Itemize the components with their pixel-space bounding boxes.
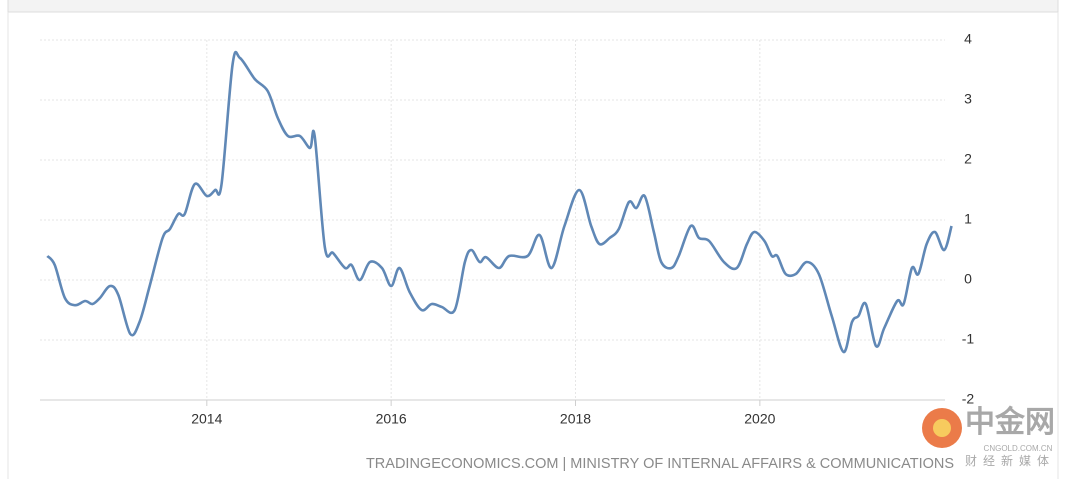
y-tick-label: 2 [964,151,972,167]
x-tick-label: 2020 [744,411,775,427]
top-bar [7,0,1059,13]
watermark-name: 中金网 [965,405,1055,439]
x-tick-label: 2018 [560,411,591,427]
y-tick-label: -2 [962,391,975,407]
watermark-site: CNGOLD.COM.CN [984,444,1053,453]
watermark-logo-inner [933,419,951,437]
watermark: 中金网 CNGOLD.COM.CN 财经新媒体 [922,405,1055,468]
watermark-tagline: 财经新媒体 [965,453,1055,468]
y-tick-label: 1 [964,211,972,227]
data-line [46,50,953,354]
y-tick-label: 3 [964,91,972,107]
y-tick-label: -1 [962,331,975,347]
x-tick-label: 2014 [191,411,222,427]
x-tick-label: 2016 [376,411,407,427]
y-tick-label: 4 [964,31,972,47]
y-tick-label: 0 [964,271,972,287]
source-text: TRADINGECONOMICS.COM | MINISTRY OF INTER… [366,456,954,472]
